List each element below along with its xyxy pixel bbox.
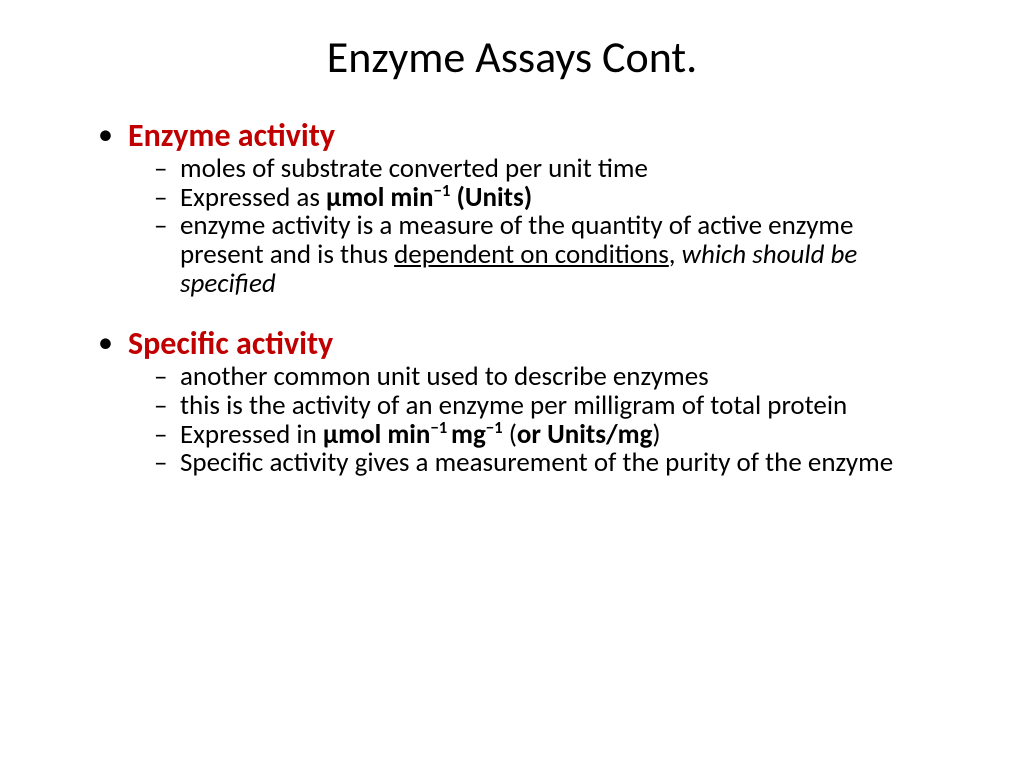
- section-item: Enzyme activitymoles of substrate conver…: [90, 118, 934, 298]
- sub-item: Expressed as μmol min−1 (Units): [154, 184, 934, 213]
- sub-list: another common unit used to describe enz…: [128, 363, 934, 477]
- text-run: Specific activity gives a measurement of…: [180, 446, 893, 479]
- sub-item: Specific activity gives a measurement of…: [154, 449, 934, 478]
- sub-item: another common unit used to describe enz…: [154, 363, 934, 392]
- slide: Enzyme Assays Cont. Enzyme activitymoles…: [0, 0, 1024, 768]
- text-run: dependent on conditions: [394, 238, 669, 271]
- slide-title: Enzyme Assays Cont.: [90, 30, 934, 84]
- bullet-list: Enzyme activitymoles of substrate conver…: [90, 118, 934, 478]
- sub-item: moles of substrate converted per unit ti…: [154, 155, 934, 184]
- section-item: Specific activityanother common unit use…: [90, 326, 934, 478]
- section-heading: Specific activity: [128, 326, 934, 361]
- sub-list: moles of substrate converted per unit ti…: [128, 155, 934, 298]
- text-run: ,: [669, 238, 682, 271]
- sub-item: Expressed in μmol min−1 mg−1 (or Units/m…: [154, 421, 934, 450]
- section-heading: Enzyme activity: [128, 118, 934, 153]
- sub-item: enzyme activity is a measure of the quan…: [154, 212, 934, 298]
- sub-item: this is the activity of an enzyme per mi…: [154, 392, 934, 421]
- text-run: −1: [434, 181, 451, 201]
- text-run: −1: [486, 418, 503, 438]
- text-run: −1: [430, 418, 451, 438]
